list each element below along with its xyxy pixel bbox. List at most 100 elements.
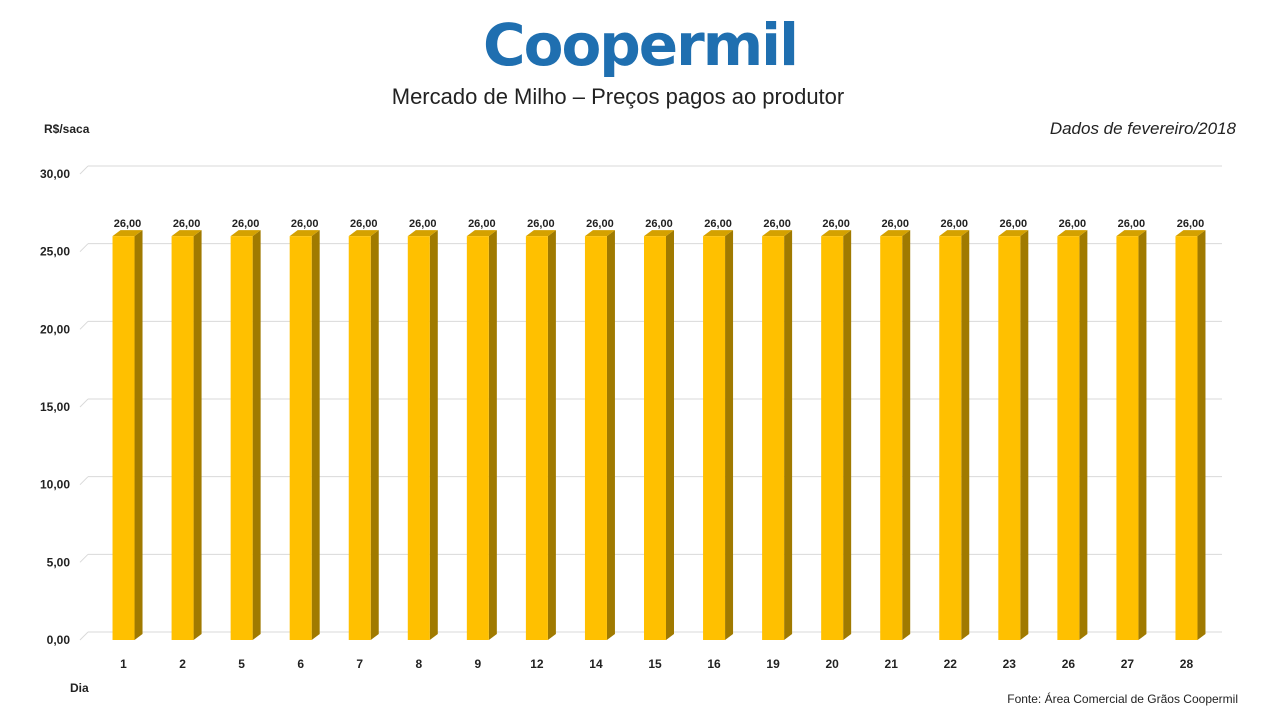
- y-tick-label: 20,00: [40, 322, 70, 336]
- data-label: 26,00: [114, 218, 142, 230]
- x-tick-label: 7: [356, 657, 363, 671]
- bar-top: [762, 230, 793, 237]
- data-label: 26,00: [940, 218, 968, 230]
- x-tick-label: 15: [648, 657, 662, 671]
- bar: [525, 236, 548, 640]
- bar: [230, 236, 253, 640]
- x-tick-label: 21: [885, 657, 899, 671]
- bar-side: [606, 230, 615, 640]
- bar-top: [644, 230, 674, 237]
- x-axis-label: Dia: [70, 681, 89, 695]
- bar-top: [998, 230, 1029, 237]
- bar: [821, 236, 844, 640]
- bar-top: [1175, 230, 1206, 237]
- y-tick-label: 15,00: [40, 400, 70, 414]
- bar: [289, 236, 312, 640]
- bar-top: [1116, 230, 1147, 237]
- bar-top: [703, 230, 734, 237]
- bar-top: [466, 230, 497, 237]
- gridline-depth: [79, 553, 89, 563]
- bar-top: [939, 230, 970, 237]
- x-tick-label: 20: [825, 657, 839, 671]
- data-label: 26,00: [763, 218, 791, 230]
- bar: [939, 236, 962, 640]
- x-tick-label: 1: [120, 657, 127, 671]
- bar-top: [171, 230, 202, 237]
- bar: [171, 236, 194, 640]
- data-label: 26,00: [1059, 218, 1087, 230]
- gridline-depth: [79, 631, 89, 641]
- chart-subtitle: Dados de fevereiro/2018: [1049, 119, 1236, 138]
- bar-side: [488, 230, 497, 640]
- bar-top: [348, 230, 379, 237]
- data-label: 26,00: [527, 218, 555, 230]
- bar-side: [725, 230, 734, 640]
- bar-side: [784, 230, 793, 640]
- bar-side: [902, 230, 911, 640]
- x-tick-label: 28: [1180, 657, 1194, 671]
- x-tick-label: 8: [415, 657, 422, 671]
- data-label: 26,00: [409, 218, 437, 230]
- x-tick-label: 9: [474, 657, 481, 671]
- bar-side: [193, 230, 202, 640]
- x-tick-label: 6: [297, 657, 304, 671]
- bar-top: [584, 230, 615, 237]
- x-tick-label: 2: [179, 657, 186, 671]
- data-label: 26,00: [704, 218, 732, 230]
- data-label: 26,00: [1177, 218, 1205, 230]
- bar: [1057, 236, 1080, 640]
- gridline-depth: [79, 165, 89, 175]
- bar-side: [1197, 230, 1206, 640]
- bar-side: [134, 230, 143, 640]
- bar-top: [525, 230, 556, 237]
- x-tick-label: 5: [238, 657, 245, 671]
- bar-side: [843, 230, 852, 640]
- bar: [112, 236, 135, 640]
- bar-top: [407, 230, 438, 237]
- bar: [998, 236, 1021, 640]
- bar: [644, 236, 666, 640]
- bar-side: [252, 230, 261, 640]
- bar-side: [429, 230, 438, 640]
- bar-side: [1079, 230, 1088, 640]
- x-tick-label: 14: [589, 657, 603, 671]
- y-tick-label: 5,00: [47, 555, 71, 569]
- data-label: 26,00: [822, 218, 850, 230]
- bar: [1175, 236, 1198, 640]
- bar: [762, 236, 785, 640]
- y-tick-label: 0,00: [47, 633, 71, 647]
- x-tick-label: 19: [766, 657, 780, 671]
- x-tick-label: 23: [1003, 657, 1017, 671]
- bar-top: [1057, 230, 1088, 237]
- data-label: 26,00: [468, 218, 496, 230]
- data-label: 26,00: [1118, 218, 1146, 230]
- y-tick-label: 10,00: [40, 478, 70, 492]
- bar: [348, 236, 371, 640]
- bar: [466, 236, 489, 640]
- chart-title: Mercado de Milho – Preços pagos ao produ…: [391, 84, 845, 109]
- bar-top: [821, 230, 852, 237]
- coopermil-logo: Coopermil: [483, 11, 799, 79]
- y-tick-label: 25,00: [40, 245, 70, 259]
- data-label: 26,00: [173, 218, 201, 230]
- x-tick-label: 16: [707, 657, 721, 671]
- bar: [1116, 236, 1139, 640]
- bar-side: [1138, 230, 1147, 640]
- data-label: 26,00: [232, 218, 260, 230]
- data-label: 26,00: [350, 218, 378, 230]
- x-tick-label: 12: [530, 657, 544, 671]
- gridline-depth: [79, 476, 89, 486]
- bar-top: [112, 230, 143, 237]
- data-label: 26,00: [881, 218, 909, 230]
- bar: [407, 236, 430, 640]
- x-tick-label: 26: [1062, 657, 1076, 671]
- x-tick-label: 27: [1121, 657, 1135, 671]
- bar: [880, 236, 903, 640]
- bar-side: [370, 230, 379, 640]
- bar-side: [666, 230, 674, 640]
- bar-top: [230, 230, 261, 237]
- data-label: 26,00: [645, 218, 673, 230]
- gridline-depth: [79, 398, 89, 408]
- data-label: 26,00: [1000, 218, 1028, 230]
- data-label: 26,00: [586, 218, 614, 230]
